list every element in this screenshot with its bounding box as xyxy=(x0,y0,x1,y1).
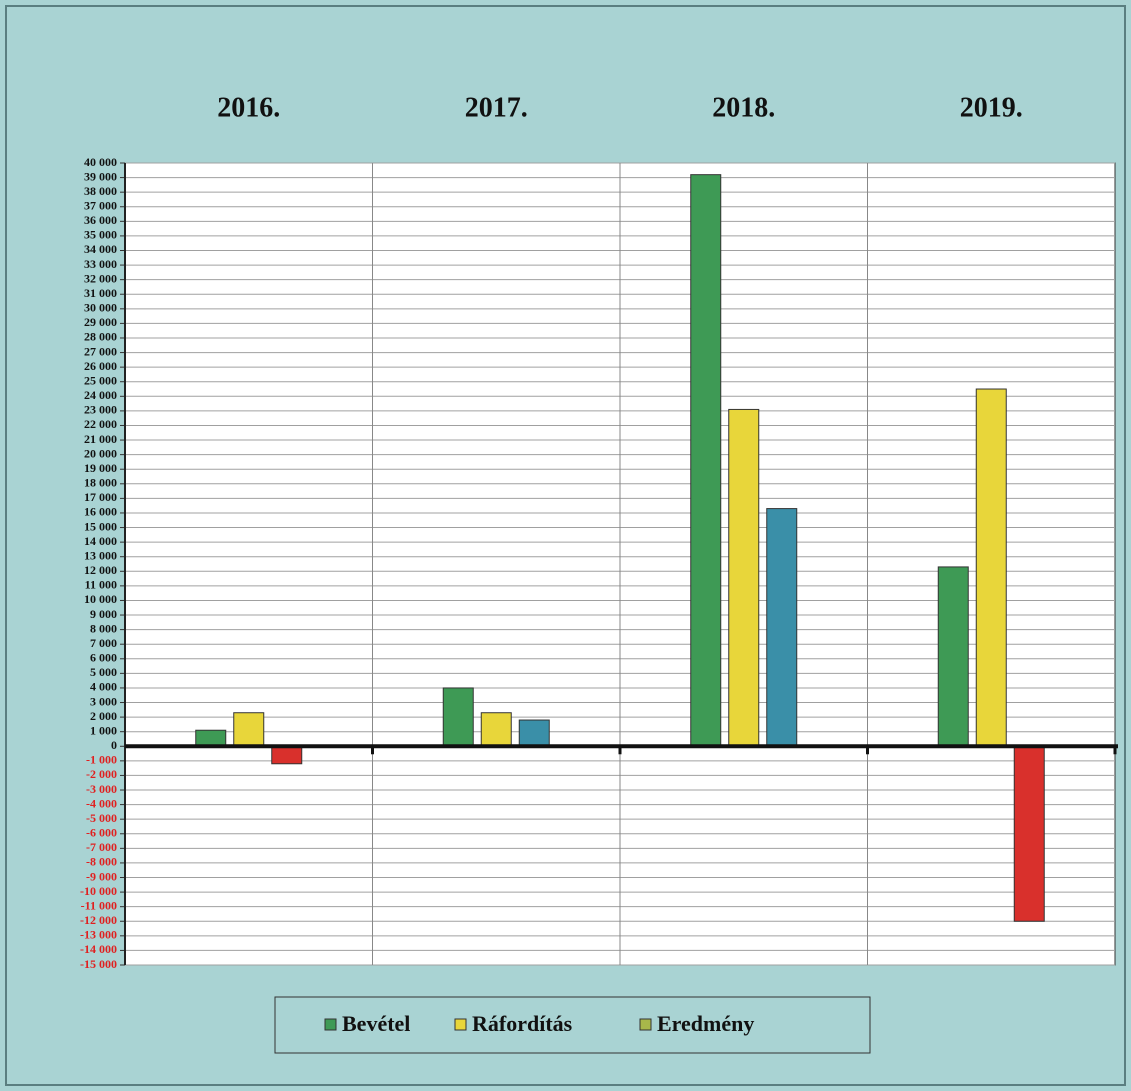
y-tick-label: 27 000 xyxy=(84,344,117,358)
y-tick-label: -3 000 xyxy=(86,782,117,796)
bar xyxy=(937,566,969,747)
y-tick-label: 36 000 xyxy=(84,213,117,227)
category-label: 2016. xyxy=(217,92,280,123)
y-tick-label: 35 000 xyxy=(84,228,117,242)
y-tick-label: 13 000 xyxy=(84,548,117,562)
legend-label: Eredmény xyxy=(657,1011,754,1036)
bar xyxy=(442,687,474,747)
legend-label: Bevétel xyxy=(342,1011,410,1036)
y-tick-label: 39 000 xyxy=(84,169,117,183)
y-tick-label: 38 000 xyxy=(84,184,117,198)
y-tick-label: 4 000 xyxy=(90,680,117,694)
y-tick-label: -7 000 xyxy=(86,840,117,854)
y-tick-label: -9 000 xyxy=(86,869,117,883)
y-tick-label: 12 000 xyxy=(84,563,117,577)
y-tick-label: -2 000 xyxy=(86,767,117,781)
y-tick-label: 3 000 xyxy=(90,694,117,708)
y-tick-label: 2 000 xyxy=(90,709,117,723)
y-tick-label: -8 000 xyxy=(86,855,117,869)
y-tick-label: 8 000 xyxy=(90,621,117,635)
y-tick-label: 0 xyxy=(111,738,117,752)
y-tick-label: 14 000 xyxy=(84,534,117,548)
y-tick-label: -10 000 xyxy=(80,884,117,898)
y-tick-label: -12 000 xyxy=(80,913,117,927)
y-tick-label: 16 000 xyxy=(84,505,117,519)
bar xyxy=(1013,745,1045,922)
bar xyxy=(690,174,722,747)
y-tick-label: 6 000 xyxy=(90,651,117,665)
y-tick-label: 30 000 xyxy=(84,301,117,315)
y-tick-label: 31 000 xyxy=(84,286,117,300)
y-tick-label: 34 000 xyxy=(84,242,117,256)
bar xyxy=(195,729,227,747)
y-tick-label: -5 000 xyxy=(86,811,117,825)
bar xyxy=(271,745,303,765)
bar xyxy=(975,388,1007,747)
category-label: 2019. xyxy=(960,92,1023,123)
y-tick-label: -1 000 xyxy=(86,753,117,767)
y-tick-label: 19 000 xyxy=(84,461,117,475)
y-tick-label: 20 000 xyxy=(84,446,117,460)
bar xyxy=(766,508,798,747)
bar xyxy=(728,408,760,747)
y-tick-label: 11 000 xyxy=(85,578,117,592)
legend-swatch xyxy=(324,1018,337,1031)
frame xyxy=(5,5,1126,1086)
y-tick-label: -6 000 xyxy=(86,826,117,840)
y-tick-label: 15 000 xyxy=(84,519,117,533)
y-tick-label: 25 000 xyxy=(84,373,117,387)
legend-swatch xyxy=(454,1018,467,1031)
y-tick-label: 37 000 xyxy=(84,198,117,212)
legend-swatch xyxy=(639,1018,652,1031)
y-tick-label: -11 000 xyxy=(81,898,117,912)
y-tick-label: 10 000 xyxy=(84,592,117,606)
y-tick-label: 1 000 xyxy=(90,723,117,737)
y-tick-label: 24 000 xyxy=(84,388,117,402)
y-tick-label: 21 000 xyxy=(84,432,117,446)
bar xyxy=(233,712,265,747)
y-tick-label: -4 000 xyxy=(86,796,117,810)
y-tick-label: 23 000 xyxy=(84,403,117,417)
legend-label: Ráfordítás xyxy=(472,1011,573,1036)
category-label: 2018. xyxy=(712,92,775,123)
y-tick-label: 22 000 xyxy=(84,417,117,431)
y-tick-label: 32 000 xyxy=(84,271,117,285)
bar xyxy=(480,712,512,747)
category-label: 2017. xyxy=(465,92,528,123)
legend-box xyxy=(274,996,871,1054)
y-tick-label: 26 000 xyxy=(84,359,117,373)
y-tick-label: 17 000 xyxy=(84,490,117,504)
y-tick-label: -15 000 xyxy=(80,957,117,971)
y-tick-label: -14 000 xyxy=(80,942,117,956)
y-tick-label: 18 000 xyxy=(84,476,117,490)
y-tick-label: 29 000 xyxy=(84,315,117,329)
bar xyxy=(518,719,550,747)
y-tick-label: 7 000 xyxy=(90,636,117,650)
y-tick-label: 9 000 xyxy=(90,607,117,621)
y-tick-label: -13 000 xyxy=(80,928,117,942)
y-tick-label: 40 000 xyxy=(84,155,117,169)
y-tick-label: 5 000 xyxy=(90,665,117,679)
y-tick-label: 28 000 xyxy=(84,330,117,344)
y-tick-label: 33 000 xyxy=(84,257,117,271)
